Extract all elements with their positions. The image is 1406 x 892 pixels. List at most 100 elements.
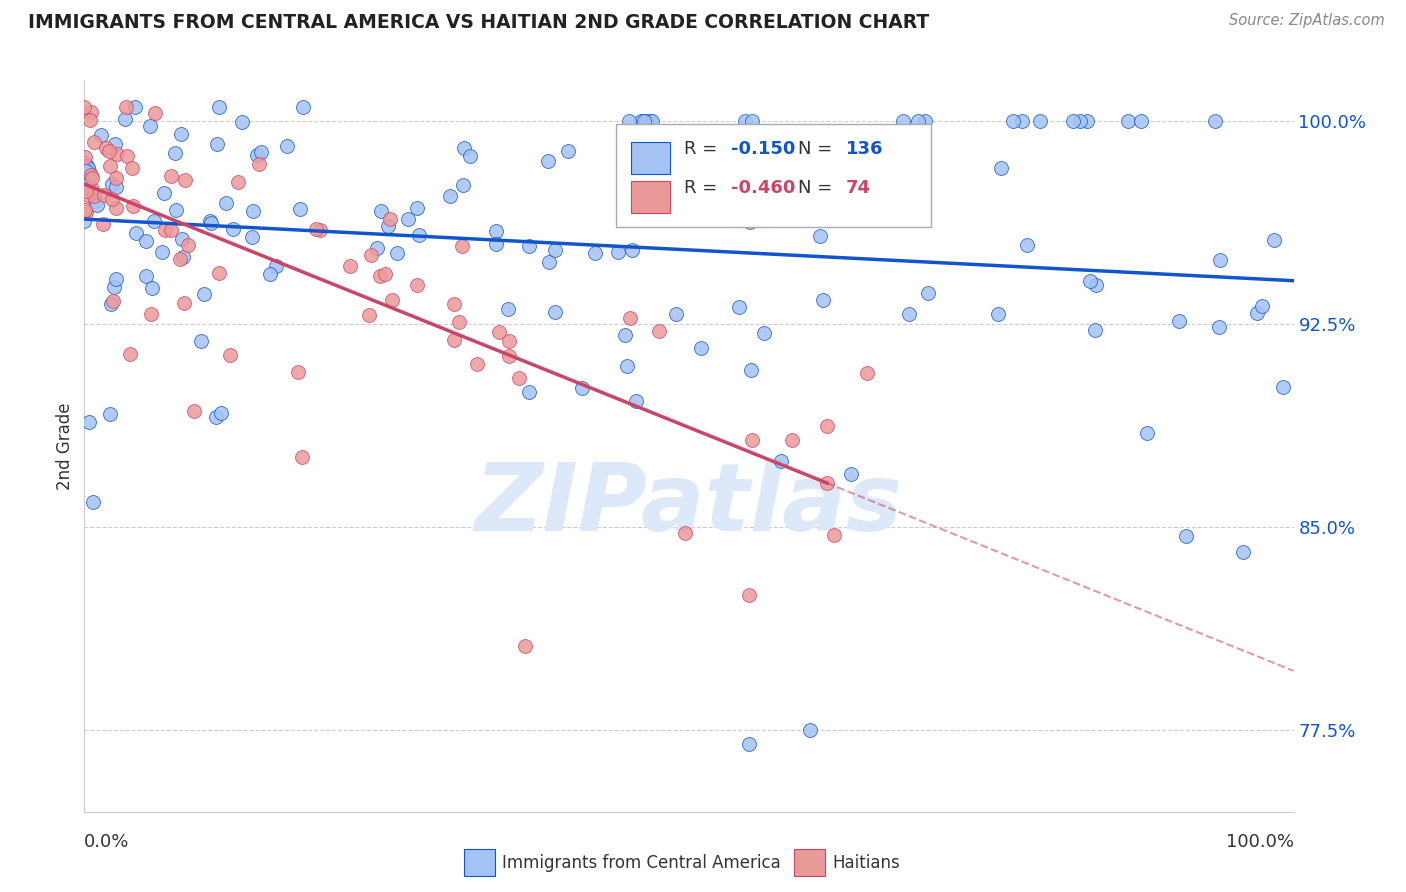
Y-axis label: 2nd Grade: 2nd Grade: [56, 402, 75, 490]
Point: [1069, 114, 1091, 128]
Point: [808, 229, 831, 244]
Point: [222, 222, 245, 236]
Point: [741, 433, 763, 447]
Text: N =: N =: [797, 179, 838, 197]
Point: [169, 252, 191, 267]
Point: [114, 112, 136, 126]
Point: [91, 217, 114, 231]
Point: [83, 135, 105, 149]
Point: [717, 129, 740, 144]
Point: [727, 300, 749, 314]
Point: [823, 528, 845, 542]
Point: [1062, 114, 1084, 128]
Point: [135, 268, 157, 283]
Point: [917, 285, 939, 300]
Point: [305, 222, 328, 236]
Point: [177, 237, 200, 252]
Point: [498, 334, 520, 348]
Point: [987, 307, 1010, 321]
Point: [370, 268, 392, 283]
Point: [914, 114, 936, 128]
Point: [557, 145, 579, 159]
Point: [288, 202, 311, 216]
Point: [443, 334, 465, 348]
Point: [648, 324, 671, 338]
Point: [79, 112, 101, 127]
Point: [75, 150, 97, 164]
Point: [613, 327, 636, 342]
Point: [453, 141, 475, 155]
Point: [606, 244, 628, 259]
Point: [638, 114, 661, 128]
Point: [517, 385, 540, 400]
FancyBboxPatch shape: [616, 124, 931, 227]
Point: [1251, 299, 1274, 313]
Text: Immigrants from Central America: Immigrants from Central America: [502, 854, 780, 871]
Text: Source: ZipAtlas.com: Source: ZipAtlas.com: [1229, 13, 1385, 29]
Point: [73, 155, 96, 169]
Point: [537, 153, 560, 168]
Point: [200, 216, 222, 230]
Point: [264, 259, 287, 273]
Point: [226, 175, 249, 189]
Point: [515, 639, 537, 653]
Point: [93, 188, 115, 202]
Point: [86, 198, 108, 212]
Point: [458, 149, 481, 163]
Point: [396, 211, 419, 226]
Point: [690, 341, 713, 355]
Point: [366, 241, 388, 255]
Point: [443, 297, 465, 311]
Text: 74: 74: [846, 179, 872, 197]
Point: [738, 588, 761, 602]
Point: [77, 178, 100, 192]
Point: [616, 359, 638, 374]
Point: [780, 434, 803, 448]
Point: [1011, 114, 1033, 128]
Point: [240, 230, 263, 244]
Point: [738, 214, 761, 228]
Point: [741, 114, 763, 128]
Point: [193, 287, 215, 301]
Point: [1129, 114, 1152, 128]
Text: N =: N =: [797, 140, 838, 158]
Point: [121, 161, 143, 176]
Point: [73, 100, 96, 114]
Point: [1076, 114, 1098, 128]
Point: [1263, 233, 1285, 247]
Point: [370, 204, 392, 219]
Point: [1084, 323, 1107, 337]
Point: [80, 182, 103, 196]
Point: [678, 207, 700, 221]
Point: [309, 223, 332, 237]
Point: [626, 393, 648, 408]
Point: [121, 199, 143, 213]
Point: [571, 381, 593, 395]
Point: [120, 347, 142, 361]
Point: [153, 223, 176, 237]
Point: [165, 202, 187, 217]
Point: [75, 205, 97, 219]
Point: [183, 403, 205, 417]
Point: [231, 115, 253, 129]
Point: [381, 293, 404, 307]
Point: [291, 100, 314, 114]
Point: [104, 202, 127, 216]
Point: [100, 296, 122, 310]
Point: [172, 251, 194, 265]
Point: [135, 234, 157, 248]
Point: [619, 311, 641, 326]
Point: [160, 169, 183, 184]
Point: [508, 370, 530, 384]
Point: [76, 159, 98, 173]
Point: [98, 407, 121, 421]
Point: [105, 170, 128, 185]
Point: [485, 236, 508, 251]
Point: [538, 255, 561, 269]
Point: [1246, 305, 1268, 319]
Point: [291, 450, 314, 464]
Point: [1168, 314, 1191, 328]
Point: [98, 144, 121, 158]
Point: [1204, 114, 1226, 128]
Point: [150, 245, 173, 260]
